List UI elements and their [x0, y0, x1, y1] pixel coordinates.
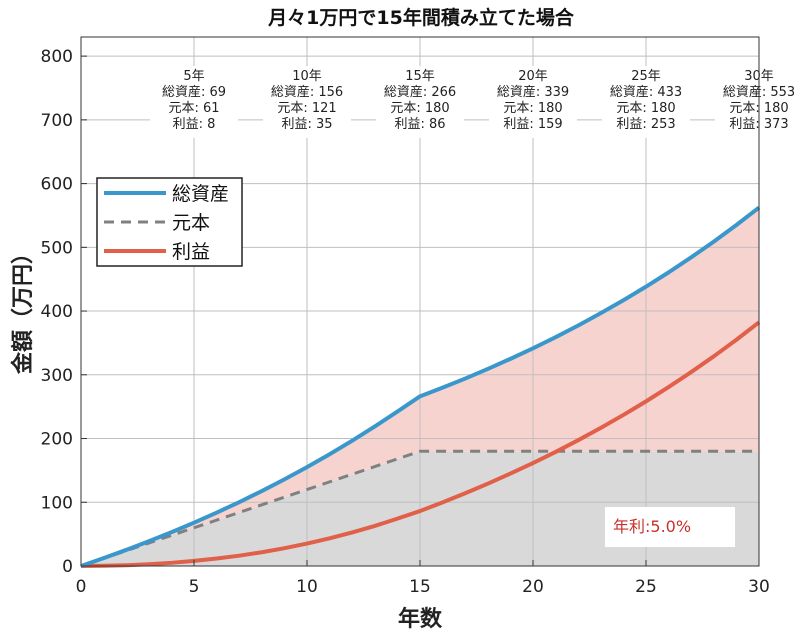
rate-label: 年利:5.0%	[613, 517, 691, 536]
x-tick-label: 10	[296, 577, 318, 597]
annotation-label: 利益: 35	[281, 117, 332, 132]
annotation-label: 10年	[292, 69, 322, 84]
annotation-label: 25年	[631, 69, 661, 84]
annotation-box	[376, 66, 464, 138]
annotation-box	[602, 66, 690, 138]
annotation-label: 利益: 8	[173, 117, 216, 132]
annotation-label: 利益: 86	[394, 117, 445, 132]
legend-label: 総資産	[172, 183, 229, 205]
annotation-label: 総資産: 156	[271, 84, 343, 100]
annotation-label: 利益: 253	[616, 117, 675, 132]
y-tick-label: 100	[41, 493, 73, 513]
annotation-label: 5年	[183, 69, 204, 84]
annotation-label: 15年	[405, 69, 435, 84]
annotation-label: 総資産: 433	[610, 84, 682, 100]
x-tick-label: 30	[748, 577, 770, 597]
x-tick-label: 15	[409, 577, 431, 597]
legend-label: 利益	[172, 241, 210, 263]
annotation-label: 元本: 180	[616, 101, 675, 116]
y-tick-label: 600	[41, 175, 73, 195]
y-tick-label: 500	[41, 238, 73, 258]
annotation-label: 総資産: 69	[162, 84, 226, 100]
x-tick-label: 20	[522, 577, 544, 597]
legend-label: 元本	[172, 212, 210, 234]
annotation-label: 元本: 61	[168, 101, 219, 116]
annotation-label: 総資産: 266	[384, 84, 456, 100]
profit-area	[81, 207, 759, 567]
series-line-元本	[80, 449, 759, 568]
y-tick-label: 700	[41, 111, 73, 131]
x-tick-label: 25	[635, 577, 657, 597]
annotation-box	[150, 66, 238, 138]
y-tick-label: 800	[41, 47, 73, 67]
x-axis-title: 年数	[398, 606, 443, 632]
annotation-box	[489, 66, 577, 138]
x-tick-label: 5	[189, 577, 200, 597]
annotation-label: 元本: 180	[503, 101, 562, 116]
chart-title: 月々1万円で15年間積み立てた場合	[267, 6, 575, 29]
annotation-label: 20年	[518, 69, 548, 84]
annotation-label: 元本: 121	[277, 101, 336, 116]
rate-box: 年利:5.0%	[605, 507, 735, 547]
y-axis-title: 金額（万円）	[10, 242, 36, 375]
annotation-label: 元本: 180	[390, 101, 449, 116]
rate-box-bg	[605, 507, 735, 547]
annotation-box	[263, 66, 351, 138]
y-tick-label: 300	[41, 366, 73, 386]
y-tick-label: 200	[41, 430, 73, 450]
series-line-総資産	[80, 205, 761, 568]
annotation-label: 利益: 159	[503, 117, 562, 132]
y-tick-label: 0	[62, 557, 73, 577]
y-tick-label: 400	[41, 302, 73, 322]
annotation-label: 総資産: 339	[497, 84, 569, 100]
x-tick-label: 0	[76, 577, 87, 597]
